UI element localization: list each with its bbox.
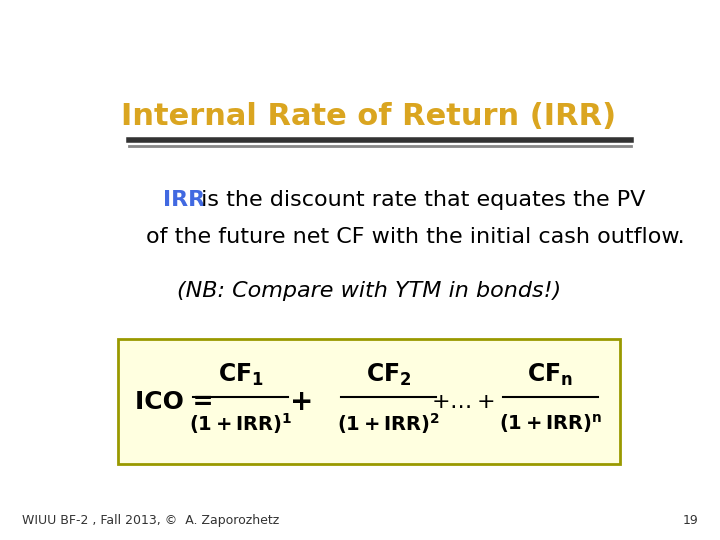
Text: $+\ldots+$: $+\ldots+$ [431, 392, 495, 411]
Text: Internal Rate of Return (IRR): Internal Rate of Return (IRR) [122, 102, 616, 131]
Text: $\mathbf{(1+IRR)^2}$: $\mathbf{(1+IRR)^2}$ [337, 411, 440, 436]
Text: +: + [290, 388, 314, 416]
Text: $\mathbf{CF_2}$: $\mathbf{CF_2}$ [366, 361, 411, 388]
Text: 19: 19 [683, 514, 698, 527]
Text: $\mathbf{CF_1}$: $\mathbf{CF_1}$ [217, 361, 264, 388]
Text: ICO =: ICO = [135, 389, 213, 414]
FancyBboxPatch shape [118, 339, 620, 464]
Text: $\mathbf{(1+IRR)^1}$: $\mathbf{(1+IRR)^1}$ [189, 411, 292, 436]
Text: (NB: Compare with YTM in bonds!): (NB: Compare with YTM in bonds!) [177, 281, 561, 301]
Text: is the discount rate that equates the PV: is the discount rate that equates the PV [194, 190, 646, 210]
Text: $\mathbf{CF_n}$: $\mathbf{CF_n}$ [527, 361, 573, 388]
Text: $\mathbf{(1+IRR)^n}$: $\mathbf{(1+IRR)^n}$ [499, 411, 602, 435]
Text: IRR: IRR [163, 190, 204, 210]
Text: of the future net CF with the initial cash outflow.: of the future net CF with the initial ca… [145, 227, 685, 247]
Text: WIUU BF-2 , Fall 2013, ©  A. Zaporozhetz: WIUU BF-2 , Fall 2013, © A. Zaporozhetz [22, 514, 279, 527]
